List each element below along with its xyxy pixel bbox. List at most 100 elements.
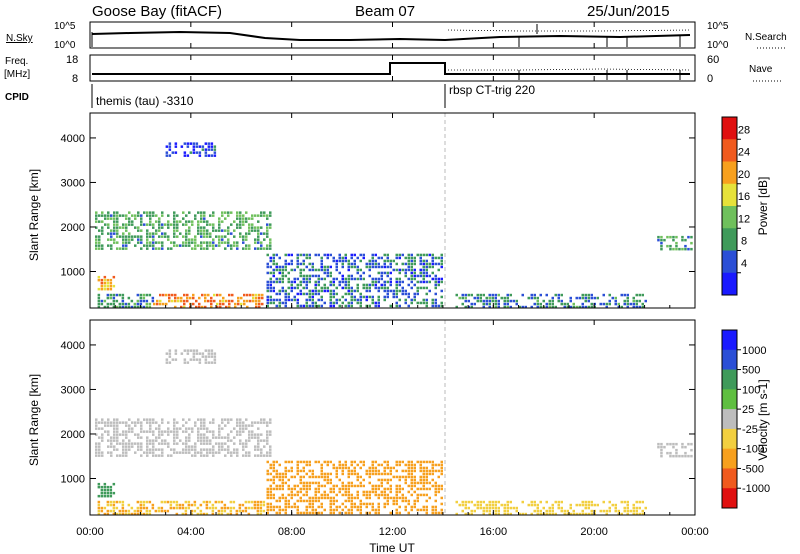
echo-cell	[581, 296, 584, 300]
echo-cell	[485, 296, 488, 300]
echo-cell	[308, 481, 311, 485]
echo-cell	[176, 223, 179, 226]
echo-cell	[227, 436, 230, 439]
echo-cell	[419, 301, 422, 305]
echo-cell	[407, 460, 410, 464]
echo-cell	[167, 214, 170, 217]
echo-cell	[109, 494, 113, 498]
echo-cell	[186, 293, 189, 297]
echo-cell	[188, 436, 191, 439]
echo-cell	[308, 463, 311, 467]
echo-cell	[197, 418, 200, 421]
echo-cell	[168, 355, 172, 358]
echo-cell	[398, 277, 401, 281]
echo-cell	[347, 499, 350, 503]
echo-cell	[203, 214, 206, 217]
cpid-right-text: rbsp CT-trig 220	[449, 83, 535, 97]
echo-cell	[425, 301, 428, 305]
echo-cell	[416, 292, 419, 296]
echo-cell	[149, 427, 152, 430]
echo-cell	[314, 274, 317, 278]
echo-cell	[359, 502, 362, 506]
echo-cell	[107, 238, 110, 241]
echo-cell	[101, 232, 104, 235]
echo-cell	[209, 421, 212, 424]
echo-cell	[356, 484, 359, 488]
echo-cell	[422, 487, 425, 491]
echo-cell	[419, 478, 422, 482]
echo-cell	[299, 280, 302, 284]
echo-cell	[284, 259, 287, 263]
echo-cell	[210, 145, 214, 148]
echo-cell	[530, 293, 533, 297]
echo-cell	[219, 302, 222, 306]
echo-cell	[136, 512, 140, 516]
y-tick-label: 3000	[61, 177, 85, 189]
echo-cell	[146, 223, 149, 226]
echo-cell	[194, 247, 197, 250]
echo-cell	[539, 305, 542, 309]
colorbar-swatch	[722, 369, 737, 390]
freq-tick-bottom: 8	[72, 73, 78, 85]
echo-cell	[371, 262, 374, 266]
echo-cell	[422, 475, 425, 479]
echo-cell	[278, 508, 281, 512]
echo-cell	[371, 256, 374, 260]
echo-cell	[383, 493, 386, 497]
echo-cell	[245, 211, 248, 214]
echo-cell	[142, 500, 146, 504]
echo-cell	[269, 259, 272, 263]
echo-cell	[151, 296, 155, 300]
echo-cell	[635, 500, 638, 504]
echo-cell	[413, 499, 416, 503]
echo-cell	[428, 460, 431, 464]
echo-cell	[218, 433, 221, 436]
echo-cell	[678, 247, 681, 251]
echo-cell	[183, 302, 186, 306]
echo-cell	[533, 302, 536, 306]
echo-cell	[672, 238, 675, 242]
echo-cell	[326, 271, 329, 275]
colorbar-swatch	[722, 139, 737, 162]
echo-cell	[186, 361, 190, 364]
echo-cell	[257, 247, 260, 250]
echo-cell	[431, 301, 434, 305]
echo-cell	[218, 436, 221, 439]
echo-cell	[197, 226, 200, 229]
echo-cell	[167, 247, 170, 250]
echo-cell	[371, 253, 374, 257]
echo-cell	[149, 451, 152, 454]
echo-cell	[681, 235, 684, 239]
echo-cell	[660, 451, 663, 455]
echo-cell	[197, 211, 200, 214]
echo-cell	[614, 506, 617, 510]
echo-cell	[202, 512, 206, 516]
echo-cell	[311, 298, 314, 302]
echo-cell	[371, 490, 374, 494]
echo-cell	[201, 305, 204, 309]
echo-cell	[332, 502, 335, 506]
echo-cell	[178, 506, 182, 510]
echo-cell	[287, 298, 290, 302]
echo-cell	[175, 503, 179, 507]
echo-cell	[401, 460, 404, 464]
echo-cell	[335, 277, 338, 281]
echo-cell	[296, 505, 299, 509]
echo-cell	[166, 500, 170, 504]
echo-cell	[260, 232, 263, 235]
echo-cell	[461, 500, 464, 504]
echo-cell	[228, 293, 231, 297]
echo-cell	[203, 220, 206, 223]
echo-cell	[395, 304, 398, 308]
echo-cell	[413, 268, 416, 272]
echo-cell	[347, 508, 350, 512]
echo-cell	[236, 451, 239, 454]
echo-cell	[302, 499, 305, 503]
echo-cell	[215, 235, 218, 238]
echo-cell	[329, 298, 332, 302]
echo-cell	[663, 238, 666, 242]
echo-cell	[140, 430, 143, 433]
echo-cell	[491, 296, 494, 300]
echo-cell	[626, 296, 629, 300]
echo-cell	[128, 418, 131, 421]
